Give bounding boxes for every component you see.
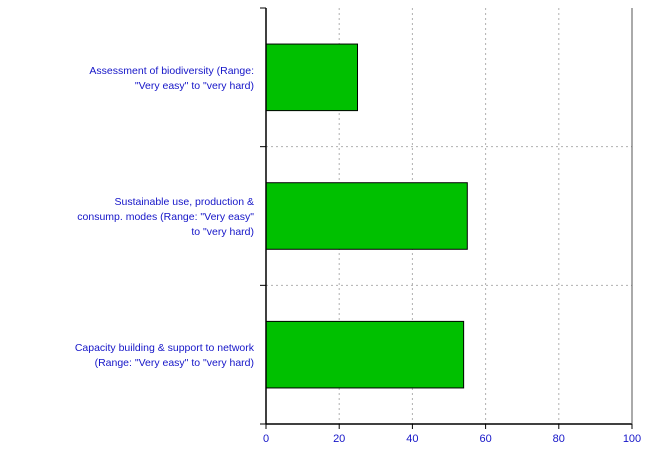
category-label-1: Assessment of biodiversity (Range: "Very … [89, 65, 254, 92]
bars [265, 43, 468, 389]
bar-2 [265, 182, 468, 250]
x-tick-label-0: 0 [263, 433, 269, 445]
category-label-3: Capacity building & support to network (R… [75, 342, 255, 369]
category-labels: Assessment of biodiversity (Range: "Very … [75, 65, 255, 369]
x-tick-label-60: 60 [479, 433, 491, 445]
x-tick-label-20: 20 [333, 433, 345, 445]
bar-1 [265, 43, 358, 112]
x-tick-label-80: 80 [553, 433, 565, 445]
bar-3 [265, 320, 465, 389]
x-tick-label-100: 100 [623, 433, 641, 445]
category-label-2: Sustainable use, production & consump. mo… [77, 196, 254, 238]
x-tick-labels: 0 20 40 60 80 100 [263, 433, 641, 445]
axes [260, 7, 633, 429]
x-tick-label-40: 40 [406, 433, 418, 445]
